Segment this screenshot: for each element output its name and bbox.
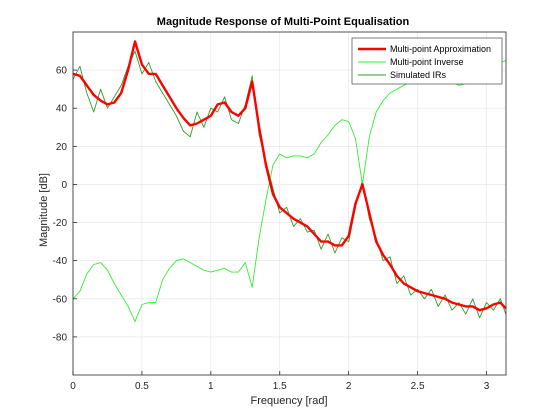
x-tick-label: 0.5 [135,381,149,392]
y-tick-label: 20 [56,142,68,153]
y-tick-label: -80 [53,332,68,343]
plot-frame [72,31,507,376]
x-tick-label: 0 [70,381,76,392]
legend-entry: Multi-point Approximation [390,44,491,54]
legend-box [351,37,503,85]
y-tick-label: -60 [53,294,68,305]
x-tick-label: 3 [484,381,490,392]
grid [72,32,506,375]
axis-ticks: 0 0.5 1 1.5 2 2.5 3 -80 -60 -40 -20 0 20 40 60 [53,66,490,392]
y-tick-label: -20 [53,218,68,229]
plot-area [73,32,506,375]
y-tick-label: 40 [56,104,68,115]
x-tick-label: 2 [346,381,352,392]
x-tick-label: 2.5 [411,381,425,392]
y-tick-label: 60 [56,66,68,77]
x-tick-label: 1.5 [273,381,287,392]
chart-title: Magnitude Response of Multi-Point Equali… [157,16,410,28]
x-axis-label: Frequency [rad] [250,395,327,407]
x-tick-label: 1 [208,381,214,392]
legend: Multi-point Approximation Multi-point Inv… [351,37,503,85]
legend-entry: Multi-point Inverse [390,57,464,67]
legend-entry: Simulated IRs [390,70,447,80]
series-line-1 [72,40,507,312]
y-axis-label: Magnitude [dB] [38,173,50,247]
y-tick-label: 0 [61,180,67,191]
y-tick-label: -40 [53,256,68,267]
